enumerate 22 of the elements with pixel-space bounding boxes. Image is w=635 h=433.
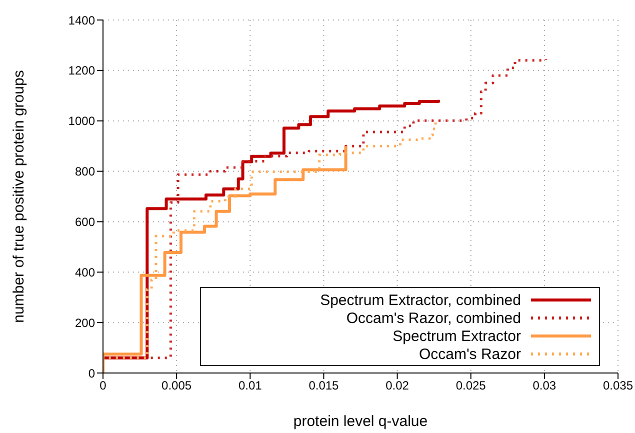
y-tick-label: 1000: [68, 114, 96, 128]
y-tick-label: 600: [74, 214, 96, 229]
legend-label: Occam's Razor, combined: [346, 310, 521, 326]
y-tick-label: 0: [88, 366, 96, 380]
x-tick-label: 0.025: [456, 378, 486, 393]
x-tick-label: 0.035: [602, 378, 634, 393]
x-tick-label: 0.02: [386, 378, 410, 393]
x-axis-title: protein level q-value: [293, 413, 428, 430]
y-tick-label: 1200: [68, 64, 96, 78]
y-axis-title: number of true positive protein groups: [10, 70, 28, 323]
y-tick-label: 1400: [68, 13, 96, 28]
y-tick-label: 400: [74, 265, 96, 280]
y-tick-label: 800: [74, 164, 96, 179]
x-tick-label: 0.005: [162, 378, 192, 393]
legend-label: Occam's Razor: [418, 346, 521, 362]
x-tick-label: 0.01: [238, 378, 262, 393]
legend-label: Spectrum Extractor: [392, 328, 521, 344]
x-tick-label: 0.03: [532, 378, 556, 393]
y-tick-label: 200: [74, 316, 96, 330]
legend-label: Spectrum Extractor, combined: [320, 292, 521, 308]
x-tick-label: 0: [100, 378, 107, 393]
x-tick-label: 0.015: [308, 378, 340, 393]
